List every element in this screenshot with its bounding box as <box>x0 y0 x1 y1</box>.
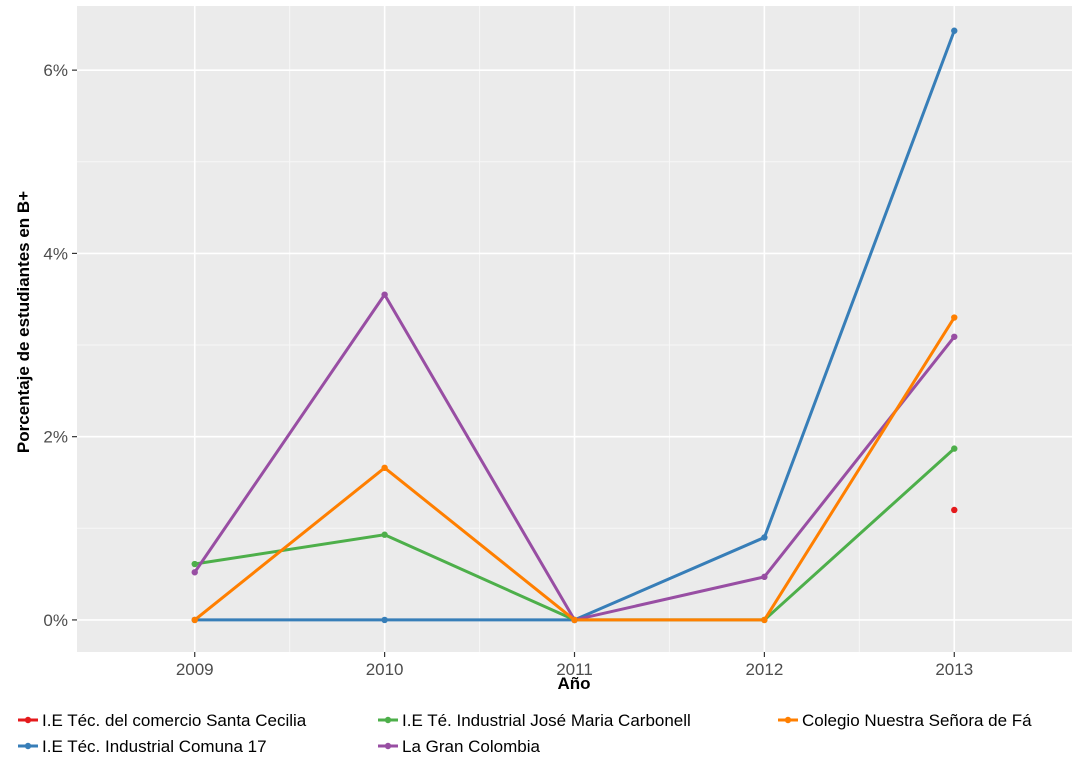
series-2-point <box>951 27 958 34</box>
series-2-point <box>761 534 768 541</box>
legend-label: I.E Té. Industrial José Maria Carbonell <box>402 711 691 730</box>
legend-key-point <box>24 742 32 750</box>
legend: I.E Téc. del comercio Santa Cecilia I.E T… <box>18 711 1032 756</box>
legend-key-point <box>784 716 792 724</box>
series-3-point <box>381 531 388 538</box>
y-axis: 0% 2% 4% 6% <box>43 61 77 630</box>
y-tick-label: 0% <box>43 611 68 630</box>
series-5-point <box>191 616 198 624</box>
series-1-point <box>951 506 958 514</box>
x-tick-label: 2009 <box>176 660 214 679</box>
x-tick-label: 2013 <box>935 660 973 679</box>
x-tick-label: 2012 <box>745 660 783 679</box>
series-5-point <box>381 464 388 472</box>
legend-label: Colegio Nuestra Señora de Fá <box>802 711 1032 730</box>
series-2-point <box>381 616 388 624</box>
series-5-point <box>761 616 768 624</box>
y-tick-label: 6% <box>43 61 68 80</box>
y-tick-label: 4% <box>43 244 68 263</box>
legend-key-point <box>24 716 32 724</box>
legend-key-point <box>384 742 392 750</box>
series-3-point <box>191 560 198 568</box>
legend-label: I.E Téc. Industrial Comuna 17 <box>42 737 267 756</box>
legend-label: La Gran Colombia <box>402 737 541 756</box>
x-tick-label: 2011 <box>556 660 593 679</box>
series-5-point <box>571 616 578 624</box>
series-3-point <box>951 445 958 452</box>
series-4-point <box>381 291 388 298</box>
series-4-point <box>951 333 958 340</box>
series-4-point <box>761 573 768 581</box>
y-tick-label: 2% <box>43 428 68 447</box>
series-4-point <box>191 569 198 576</box>
x-tick-label: 2010 <box>366 660 404 679</box>
x-axis-title: Año <box>557 674 590 693</box>
legend-label: I.E Téc. del comercio Santa Cecilia <box>42 711 307 730</box>
legend-key-point <box>384 716 392 724</box>
x-axis: 2009 2010 2011 2012 2013 <box>176 652 973 679</box>
y-axis-title: Porcentaje de estudiantes en B+ <box>14 191 33 453</box>
series-5-point <box>951 314 958 321</box>
series-points <box>191 27 958 624</box>
